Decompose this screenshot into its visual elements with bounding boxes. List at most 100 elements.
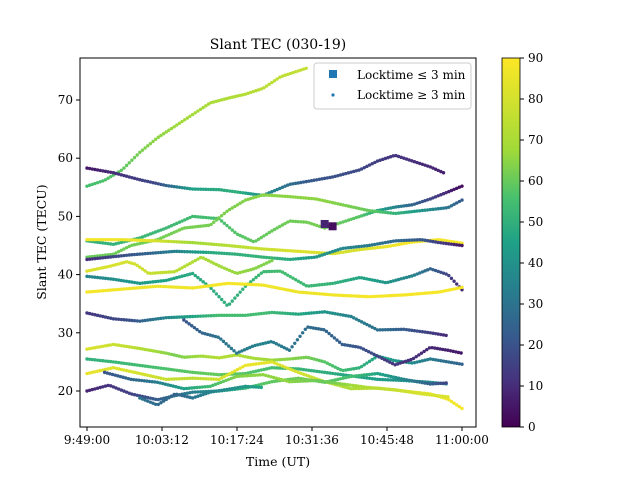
data-point-series-2 xyxy=(259,235,263,240)
data-point-series-2 xyxy=(227,226,232,230)
data-point-series-3 xyxy=(407,210,411,214)
data-point-series-5 xyxy=(457,243,462,247)
data-point-series-3 xyxy=(367,208,372,213)
data-point-series-5 xyxy=(396,238,401,243)
data-point-series-7 xyxy=(169,277,174,281)
data-point-series-8 xyxy=(190,286,195,290)
data-point-series-8 xyxy=(304,291,308,295)
data-point-series-5 xyxy=(270,256,274,260)
data-point-series-14 xyxy=(338,377,343,381)
data-point-series-5 xyxy=(111,254,116,259)
data-point-series-15 xyxy=(118,374,123,379)
data-point-series-11 xyxy=(414,354,418,359)
data-point-series-0 xyxy=(227,96,232,100)
data-point-series-1 xyxy=(251,192,256,196)
data-point-series-0 xyxy=(169,126,174,131)
data-point-series-10 xyxy=(441,359,446,363)
data-point-series-9 xyxy=(259,311,263,316)
data-point-series-10 xyxy=(286,357,290,361)
data-point-series-3 xyxy=(180,227,184,231)
data-point-series-7 xyxy=(98,276,102,280)
data-point-series-0 xyxy=(148,141,153,146)
data-point-series-10 xyxy=(428,357,433,361)
x-axis: 9:49:00 10:03:12 10:17:24 10:31:36 10:45:48 1… xyxy=(64,427,489,447)
data-point-series-10 xyxy=(196,354,200,359)
data-point-series-7 xyxy=(439,270,443,274)
data-point-series-15 xyxy=(359,384,363,389)
data-point-series-9 xyxy=(251,312,256,317)
data-point-series-15 xyxy=(161,381,165,386)
data-point-series-11 xyxy=(385,359,389,363)
data-point-series-1 xyxy=(399,155,403,160)
data-point-series-7 xyxy=(146,280,150,285)
data-point-series-0 xyxy=(164,130,168,134)
data-point-series-15 xyxy=(314,378,318,383)
data-point-series-9 xyxy=(288,311,293,316)
data-point-series-4 xyxy=(214,242,219,247)
data-point-series-9 xyxy=(328,311,332,315)
data-points xyxy=(85,66,464,411)
data-point-series-13 xyxy=(204,377,208,381)
data-point-series-8 xyxy=(101,289,105,293)
data-point-series-7 xyxy=(259,271,263,275)
data-point-series-4 xyxy=(396,242,401,247)
data-point-series-1 xyxy=(254,192,258,197)
data-point-series-2 xyxy=(98,240,102,245)
data-point-series-5 xyxy=(418,238,422,242)
data-point-series-0 xyxy=(111,173,116,177)
data-point-series-14 xyxy=(383,373,388,377)
data-point-series-1 xyxy=(349,170,353,174)
data-point-series-5 xyxy=(119,254,124,258)
data-point-series-10 xyxy=(212,355,216,359)
data-point-series-1 xyxy=(230,189,234,194)
data-point-series-8 xyxy=(315,291,319,296)
data-point-series-12 xyxy=(193,370,197,375)
data-point-series-1 xyxy=(410,159,414,163)
data-point-series-5 xyxy=(402,238,406,243)
data-point-series-9 xyxy=(275,311,279,315)
data-point-series-12 xyxy=(161,366,166,371)
data-point-series-12 xyxy=(233,372,237,376)
data-point-series-12 xyxy=(304,368,308,372)
data-point-series-4 xyxy=(452,240,456,244)
data-point-series-7 xyxy=(190,271,195,276)
data-point-series-4 xyxy=(264,247,269,251)
data-point-series-10 xyxy=(90,346,94,350)
data-point-series-5 xyxy=(272,256,277,260)
data-point-series-4 xyxy=(367,246,372,251)
data-point-series-7 xyxy=(407,275,411,279)
data-point-series-1 xyxy=(85,166,89,170)
data-point-series-2 xyxy=(396,204,401,209)
data-point-series-6 xyxy=(161,270,166,275)
data-point-series-9 xyxy=(373,326,377,331)
data-point-series-3 xyxy=(249,196,253,201)
data-point-series-13 xyxy=(180,376,184,381)
x-tick-label: 10:17:24 xyxy=(210,433,264,447)
data-point-series-1 xyxy=(225,188,229,193)
data-point-series-4 xyxy=(344,250,348,254)
data-point-series-7 xyxy=(325,282,330,286)
data-point-series-14 xyxy=(270,379,274,384)
data-point-series-10 xyxy=(219,355,224,360)
data-point-series-14 xyxy=(153,397,158,402)
data-point-series-10 xyxy=(127,345,131,349)
data-point-series-10 xyxy=(336,366,340,371)
data-point-series-11 xyxy=(205,332,210,337)
data-point-series-13 xyxy=(98,368,102,373)
data-point-series-2 xyxy=(114,242,118,246)
data-point-series-13 xyxy=(101,368,105,372)
data-point-series-10 xyxy=(222,355,227,359)
data-point-series-10 xyxy=(251,356,256,360)
data-point-series-11 xyxy=(448,349,453,353)
data-point-series-15 xyxy=(335,381,339,386)
data-point-series-3 xyxy=(338,202,343,207)
data-point-series-11 xyxy=(372,352,376,357)
data-point-series-7 xyxy=(280,270,285,274)
data-point-series-15 xyxy=(174,385,178,389)
data-point-series-15 xyxy=(113,373,117,377)
data-point-series-12 xyxy=(338,372,343,377)
data-point-series-5 xyxy=(167,250,171,254)
data-point-series-6 xyxy=(196,257,200,261)
data-point-series-8 xyxy=(431,290,435,295)
data-point-series-4 xyxy=(243,245,248,249)
